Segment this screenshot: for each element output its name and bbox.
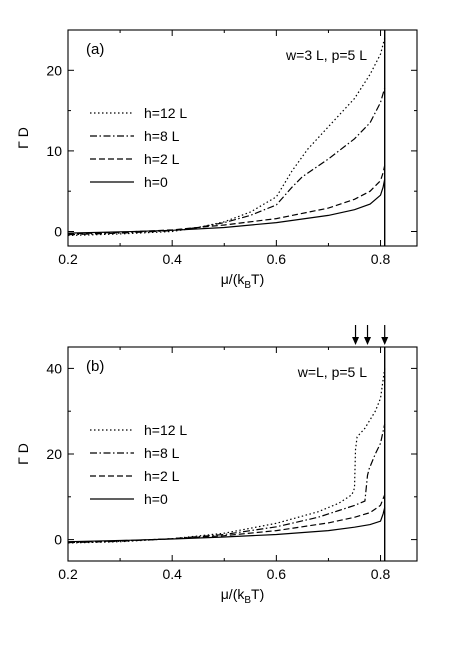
x-axis-label-end: T) (251, 586, 264, 602)
y-tick-label: 20 (46, 62, 62, 78)
y-tick-label: 0 (54, 223, 62, 239)
x-tick-label: 0.4 (162, 566, 182, 582)
legend-label: h=8 L (144, 445, 180, 461)
x-axis-label-sub: B (244, 595, 251, 606)
legend-label: h=12 L (144, 105, 187, 121)
y-tick-label: 10 (46, 143, 62, 159)
x-axis-label-sub: B (244, 280, 251, 291)
x-axis-label-main: μ/(k (221, 271, 246, 287)
legend-label: h=2 L (144, 468, 180, 484)
x-tick-label: 0.2 (58, 566, 78, 582)
series-line (67, 494, 386, 543)
plot-frame (67, 29, 418, 247)
y-axis-label: Γ D (15, 443, 31, 465)
series-line (67, 368, 386, 544)
panel-label: (a) (86, 41, 104, 58)
series-line (67, 423, 386, 544)
series-line (67, 507, 386, 543)
y-tick-label: 40 (46, 360, 62, 376)
x-tick-label: 0.8 (371, 566, 391, 582)
arrow-head (352, 337, 360, 345)
arrow-head (381, 337, 389, 345)
panel-b: 0.2 0.4 0.6 0.8 0 20 40 Γ D μ/(kBT) (b) w=L, p=5 L… (15, 325, 418, 606)
series-line (67, 37, 386, 237)
legend-label: h=12 L (144, 422, 187, 438)
y-tick-label: 20 (46, 446, 62, 462)
y-tick-label: 0 (54, 532, 62, 548)
legend-label: h=8 L (144, 128, 180, 144)
params-label: w=L, p=5 L (297, 364, 367, 380)
x-axis-label-main: μ/(k (221, 586, 246, 602)
x-axis-label-end: T) (251, 271, 264, 287)
y-axis-label: Γ D (15, 127, 31, 149)
x-tick-label: 0.2 (58, 251, 78, 267)
series-line (67, 165, 386, 235)
panel-label: (b) (86, 358, 104, 375)
series-line (67, 87, 386, 236)
panel-a: 0.2 0.4 0.6 0.8 0 10 20 Γ D μ/(kBT) (a) w=3 L, p=5… (15, 29, 418, 291)
x-tick-label: 0.6 (267, 251, 287, 267)
legend-label: h=0 (144, 174, 168, 190)
x-axis-label: μ/(kBT) (221, 271, 265, 291)
x-tick-label: 0.8 (371, 251, 391, 267)
x-tick-label: 0.6 (267, 566, 287, 582)
legend-label: h=2 L (144, 151, 180, 167)
arrow-head (364, 337, 372, 345)
params-label: w=3 L, p=5 L (285, 47, 367, 63)
legend-label: h=0 (144, 491, 168, 507)
x-axis-label: μ/(kBT) (221, 586, 265, 606)
x-tick-label: 0.4 (162, 251, 182, 267)
series-line (67, 178, 386, 234)
